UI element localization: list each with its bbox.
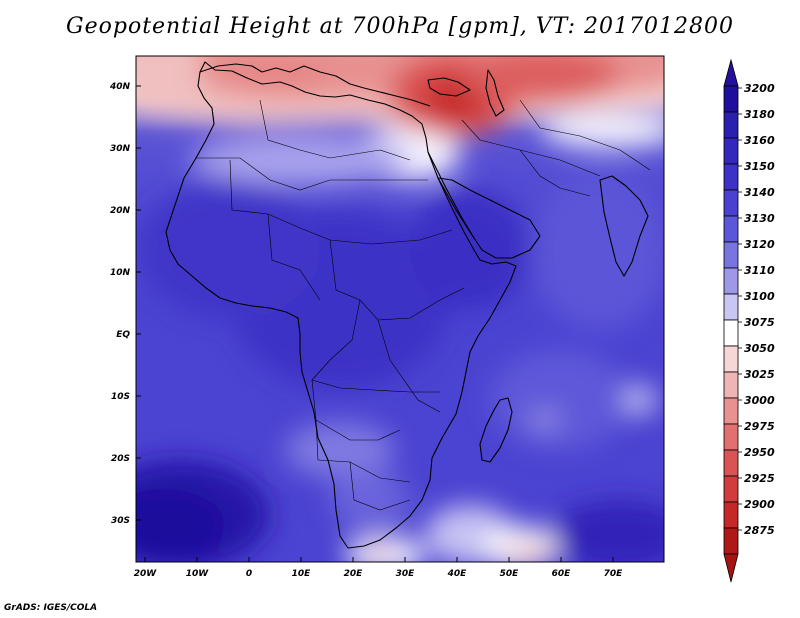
lat-label: 20N: [110, 206, 131, 216]
lon-label: 0: [246, 569, 252, 579]
lon-label: 70E: [604, 569, 624, 579]
colorbar-swatch: [723, 319, 739, 347]
coastlines: [165, 61, 649, 549]
colorbar-swatch: [723, 241, 739, 269]
colorbar-swatch: [723, 293, 739, 321]
colorbar-swatch: [723, 475, 739, 503]
colorbar-label: 3120: [744, 238, 775, 251]
colorbar-label: 3050: [744, 342, 775, 355]
colorbar-label: 2950: [744, 446, 775, 459]
lat-label: EQ: [116, 330, 130, 340]
colorbar-swatch: [723, 371, 739, 399]
lat-label: 30N: [110, 144, 131, 154]
colorbar-label: 2975: [744, 420, 775, 433]
height-field: [136, 56, 664, 562]
lat-label: 30S: [111, 516, 130, 526]
lat-label: 20S: [111, 454, 130, 464]
map-title: Geopotential Height at 700hPa [gpm], VT:…: [66, 14, 734, 39]
colorbar-swatch: [723, 423, 739, 451]
colorbar-swatch: [723, 215, 739, 243]
colorbar-label: 2900: [744, 498, 775, 511]
colorbar-swatch: [723, 397, 739, 425]
colorbar-top-arrow: [723, 58, 739, 87]
colorbar-label: 3140: [744, 186, 775, 199]
colorbar-swatch: [723, 111, 739, 139]
colorbar-swatch: [723, 527, 739, 555]
lat-label: 10S: [111, 392, 130, 402]
longitude-axis: 20W 10W 0 10E 20E 30E 40E 50E 60E 70E: [134, 557, 623, 579]
lon-label: 50E: [500, 569, 520, 579]
colorbar-label: 3100: [744, 290, 775, 303]
lon-label: 10W: [186, 569, 210, 579]
colorbar-swatch: [723, 137, 739, 165]
lon-label: 60E: [552, 569, 572, 579]
colorbar-bottom-arrow: [723, 553, 739, 583]
colorbar-swatch: [723, 85, 739, 113]
colorbar-label: 3025: [744, 368, 775, 381]
colorbar-label: 3180: [744, 108, 775, 121]
plot-frame: [135, 55, 665, 563]
latitude-axis: 40N 30N 20N 10N EQ 10S 20S 30S: [109, 82, 141, 526]
colorbar-label: 2925: [744, 472, 775, 485]
colorbar-label: 3000: [744, 394, 775, 407]
lon-label: 20E: [344, 569, 364, 579]
lon-label: 40E: [447, 569, 468, 579]
colorbar-label: 3075: [744, 316, 775, 329]
lon-label: 20W: [134, 569, 158, 579]
colorbar: 3200 3180 3160 3150 3140 3130 3120 3110 3100 3075…: [723, 58, 775, 583]
colorbar-swatch: [723, 449, 739, 477]
lat-label: 40N: [109, 82, 131, 92]
lon-label: 10E: [292, 569, 312, 579]
colorbar-swatch: [723, 501, 739, 529]
colorbar-swatch: [723, 189, 739, 217]
colorbar-label: 3150: [744, 160, 775, 173]
colorbar-label: 3110: [744, 264, 775, 277]
colorbar-swatch: [723, 163, 739, 191]
colorbar-label: 2875: [744, 524, 775, 537]
lon-label: 30E: [396, 569, 416, 579]
colorbar-label: 3160: [744, 134, 775, 147]
country-borders: [196, 99, 651, 511]
credit-text: GrADS: IGES/COLA: [4, 603, 98, 613]
colorbar-label: 3200: [744, 82, 775, 95]
lat-label: 10N: [110, 268, 131, 278]
colorbar-label: 3130: [744, 212, 775, 225]
colorbar-swatch: [723, 267, 739, 295]
colorbar-swatch: [723, 345, 739, 373]
